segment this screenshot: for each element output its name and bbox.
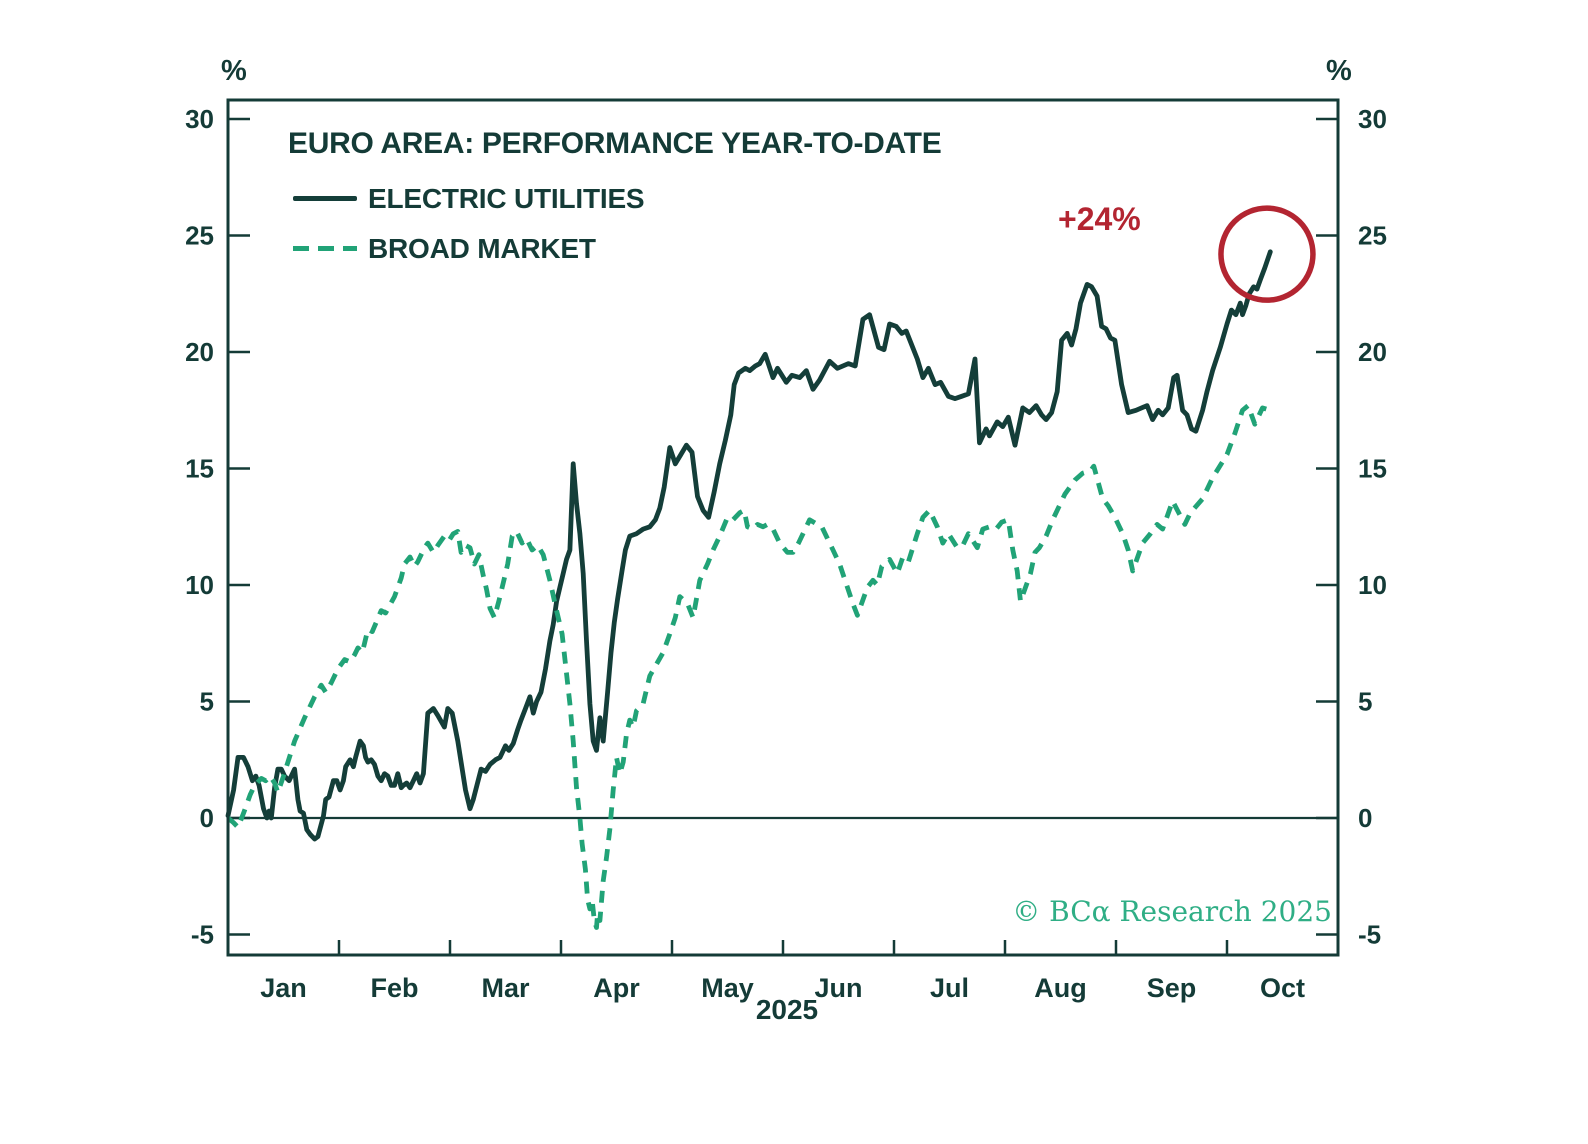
x-month-label: Feb: [370, 973, 418, 1003]
y-tick-label-right: 10: [1358, 570, 1387, 600]
y-tick-label-right: 0: [1358, 803, 1372, 833]
x-month-label: May: [701, 973, 754, 1003]
x-month-label: Aug: [1034, 973, 1086, 1003]
broad-market-line: [226, 403, 1272, 930]
watermark: © BCα Research 2025: [1012, 895, 1332, 928]
y-tick-label-right: 15: [1358, 454, 1387, 484]
x-axis-year-label: 2025: [755, 994, 819, 1025]
legend-label-broad-market: BROAD MARKET: [368, 233, 596, 264]
electric-utilities-line: [225, 249, 1273, 842]
gain-annotation: +24%: [1058, 201, 1141, 237]
y-tick-label-left: 10: [185, 570, 214, 600]
y-tick-label-left: 25: [185, 221, 214, 251]
y-tick-label-right: 30: [1358, 104, 1387, 134]
highlight-circle: [1218, 205, 1316, 303]
plot-border: [226, 98, 1340, 957]
dashed-line-swatch: [293, 246, 357, 251]
y-tick-label-right: 20: [1358, 337, 1387, 367]
x-month-label: Mar: [481, 973, 530, 1003]
y-tick-label-left: 15: [185, 454, 214, 484]
x-month-label: Jul: [930, 973, 969, 1003]
x-month-label: Jan: [260, 973, 307, 1003]
x-month-label: Oct: [1260, 973, 1305, 1003]
legend-label-electric-utilities: ELECTRIC UTILITIES: [368, 183, 645, 214]
x-month-label: Apr: [593, 973, 640, 1003]
y-tick-label-left: 5: [200, 687, 214, 717]
y-axis-unit-right: %: [1326, 55, 1352, 87]
y-axis-unit-left: %: [221, 55, 247, 87]
y-tick-label-left: -5: [191, 920, 214, 950]
y-tick-label-left: 30: [185, 104, 214, 134]
y-tick-label-right: -5: [1358, 920, 1381, 950]
chart-title: EURO AREA: PERFORMANCE YEAR-TO-DATE: [288, 127, 942, 160]
x-month-label: Jun: [814, 973, 862, 1003]
y-tick-label-right: 25: [1358, 221, 1387, 251]
x-month-label: Sep: [1147, 973, 1197, 1003]
y-tick-label-right: 5: [1358, 687, 1372, 717]
solid-line-swatch: [293, 196, 357, 201]
y-tick-label-left: 0: [200, 803, 214, 833]
y-tick-label-left: 20: [185, 337, 214, 367]
